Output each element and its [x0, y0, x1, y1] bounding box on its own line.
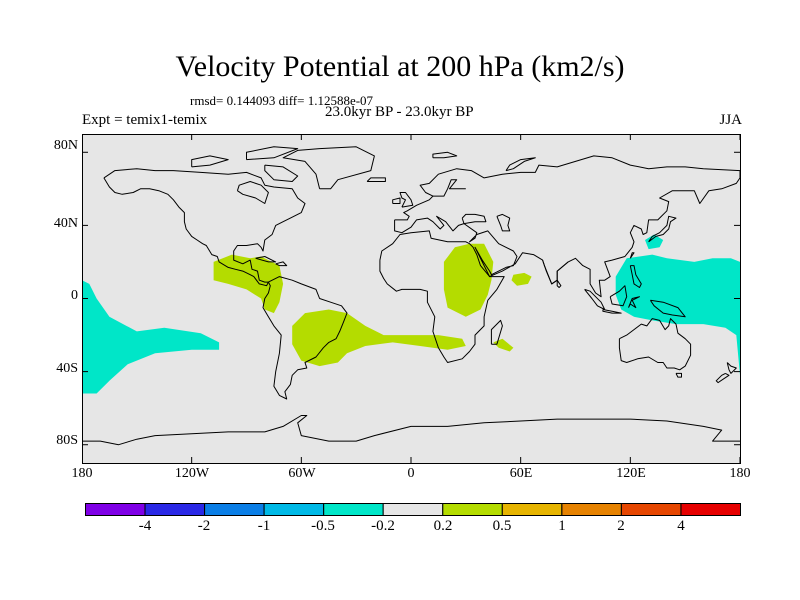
- colorbar-swatch: [323, 503, 384, 516]
- colorbar-label: -2: [197, 518, 211, 534]
- coastline-tasmania: [675, 372, 682, 378]
- lat-tick-label: 0: [71, 288, 78, 303]
- lon-tick-label: 0: [407, 466, 415, 481]
- coastline-hudson-bay: [236, 181, 269, 204]
- lon-tick-label: 180: [71, 466, 93, 481]
- colorbar-label: -4: [138, 518, 152, 534]
- coastline-europe-asia: [394, 155, 741, 298]
- coastline-antarctica: [82, 415, 740, 446]
- anomaly-region-east-africa-positive: [443, 243, 494, 317]
- coastline-new-zealand-north: [726, 362, 737, 374]
- colorbar-swatch: [561, 503, 622, 516]
- lon-tick-label: 120E: [616, 466, 646, 481]
- lat-tick-label: 40N: [53, 216, 78, 231]
- coastline-layer: [82, 146, 741, 446]
- coastline-greenland: [282, 146, 375, 190]
- anomaly-region-central-america-positive: [213, 254, 284, 314]
- coastline-australia: [618, 318, 692, 371]
- colorbar-swatch: [204, 503, 265, 516]
- colorbar-label: 2: [617, 518, 625, 534]
- coastline-north-america: [103, 168, 306, 287]
- colorbar-label: 1: [558, 518, 566, 534]
- colorbar-swatch: [442, 503, 503, 516]
- coastline-novaya-zemlya: [505, 157, 536, 172]
- season-label: JJA: [719, 112, 742, 128]
- lat-tick-label: 40S: [56, 361, 78, 376]
- coastline-africa: [379, 230, 505, 363]
- world-map: [82, 134, 741, 464]
- coastline-canadian-arctic-2: [191, 155, 229, 168]
- anomaly-region-north-pacific-east-negative: [82, 280, 220, 394]
- colorbar-swatch: [144, 503, 205, 516]
- coastline-new-zealand-south: [715, 372, 730, 384]
- chart-title: Velocity Potential at 200 hPa (km2/s): [175, 50, 625, 83]
- coastline-borneo: [609, 285, 628, 307]
- lon-tick-label: 60W: [288, 466, 316, 481]
- coastline-ellesmere: [246, 146, 299, 161]
- coastline-japan: [648, 215, 677, 243]
- coastline-black-sea: [461, 213, 487, 225]
- coastline-hispaniola: [275, 261, 288, 267]
- colorbar-label: -0.5: [311, 518, 335, 534]
- anomaly-fill-layer: [82, 234, 740, 394]
- colorbar: [85, 503, 741, 516]
- period-label: 23.0kyr BP - 23.0kyr BP: [325, 104, 474, 120]
- anomaly-region-mozambique-channel-positive: [493, 338, 514, 352]
- coastline-madagascar: [490, 319, 503, 345]
- coastline-india-bay: [542, 259, 569, 285]
- coastline-caspian-sea: [496, 213, 511, 232]
- coastline-scandinavia-baltic: [432, 179, 466, 197]
- colorbar-label: 4: [677, 518, 685, 534]
- axis-ticks: [82, 134, 741, 463]
- lat-tick-label: 80N: [53, 138, 78, 153]
- colorbar-swatch: [85, 503, 146, 516]
- lat-tick-label: 80S: [56, 433, 78, 448]
- colorbar-swatch: [620, 503, 682, 516]
- coastline-cuba: [255, 256, 277, 263]
- anomaly-region-south-atlantic-positive: [292, 309, 466, 367]
- colorbar-label: 0.2: [433, 518, 453, 534]
- coastline-philippines: [629, 265, 642, 288]
- colorbar-swatch: [263, 503, 325, 516]
- experiment-label: Expt = temix1-temix: [82, 112, 208, 128]
- colorbar-swatch: [680, 503, 741, 516]
- lon-tick-label: 180: [729, 466, 751, 481]
- colorbar-label: -0.2: [371, 518, 395, 534]
- anomaly-region-japan-negative: [645, 234, 664, 250]
- lon-tick-label: 60E: [509, 466, 533, 481]
- coastline-java: [602, 309, 622, 314]
- coastline-svalbard: [432, 151, 458, 159]
- coastline-ireland: [392, 197, 401, 204]
- coastline-sulawesi: [628, 296, 640, 309]
- colorbar-label: -1: [257, 518, 271, 534]
- colorbar-label: 0.5: [492, 518, 512, 534]
- coastline-south-america: [262, 276, 348, 400]
- coastline-british-isles: [399, 192, 414, 208]
- coastline-sri-lanka: [556, 279, 562, 288]
- anomaly-region-west-pacific-negative: [615, 254, 740, 376]
- anomaly-region-arabian-sea-positive: [511, 272, 532, 286]
- colorbar-swatch: [382, 503, 444, 516]
- coastline-iceland: [366, 177, 386, 182]
- coastline-canadian-arctic-1: [264, 164, 299, 182]
- stats-text: rmsd= 0.144093 diff= 1.12588e-07: [190, 93, 374, 108]
- colorbar-swatch: [501, 503, 563, 516]
- coastline-new-guinea: [649, 299, 686, 318]
- coastline-taiwan: [629, 252, 635, 259]
- lon-tick-label: 120W: [174, 466, 210, 481]
